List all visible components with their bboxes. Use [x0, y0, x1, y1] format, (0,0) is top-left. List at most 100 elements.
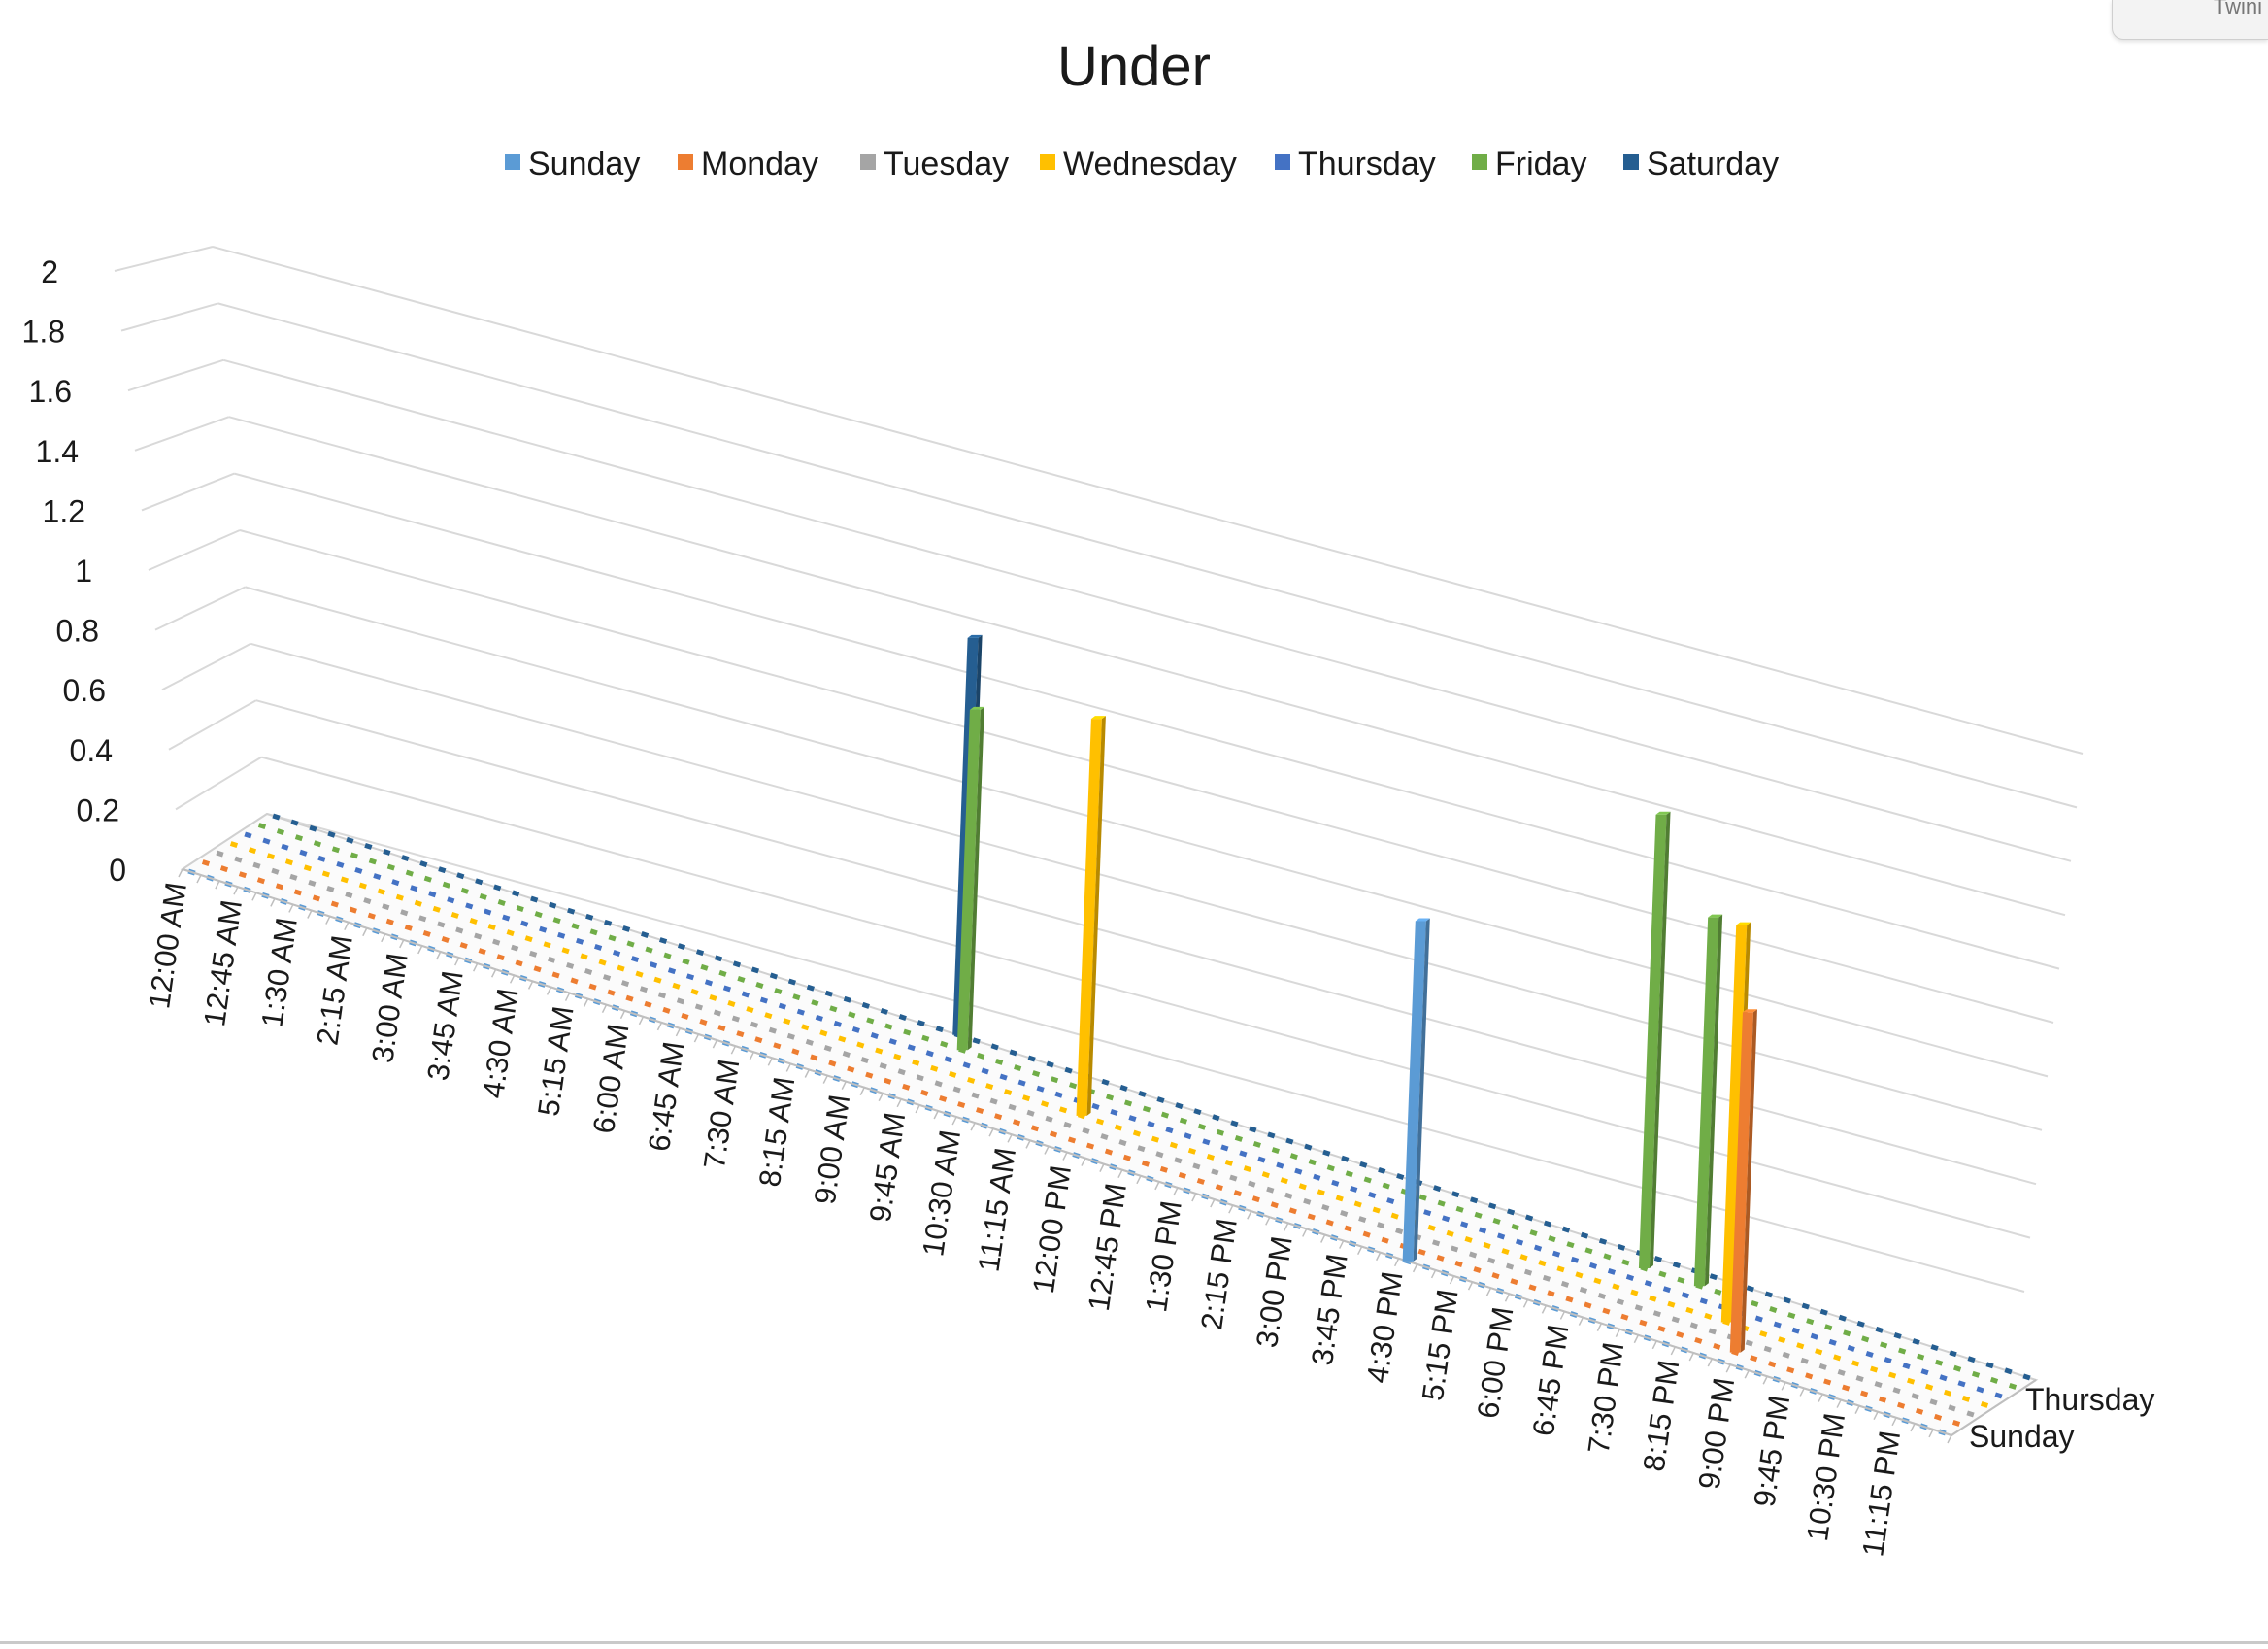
floor-dot — [201, 859, 211, 866]
floor-dot — [1261, 1171, 1270, 1179]
x-tick-label: 1:30 PM — [1139, 1198, 1188, 1314]
floor-dot — [1114, 1124, 1123, 1131]
floor-dot — [1030, 1125, 1040, 1132]
x-tick-label: 8:15 PM — [1637, 1358, 1686, 1473]
floor-dot — [1915, 1407, 1924, 1415]
floor-dot — [769, 972, 779, 980]
floor-dot — [949, 1070, 957, 1078]
floor-dot — [303, 864, 313, 872]
floor-dot — [1580, 1231, 1589, 1239]
side-gridline — [175, 756, 262, 811]
floor-dot — [828, 1060, 837, 1067]
floor-dot — [1437, 1199, 1446, 1207]
x-tick — [490, 968, 497, 978]
floor-dot — [1026, 1109, 1035, 1117]
floor-dot — [1326, 1164, 1335, 1172]
floor-dot — [1961, 1395, 1971, 1402]
floor-dot — [1350, 1185, 1358, 1193]
floor-dot — [321, 870, 330, 878]
floor-dot — [898, 1014, 907, 1021]
floor-dot — [524, 935, 533, 943]
floor-dot — [1266, 1186, 1275, 1194]
floor-dot — [897, 1068, 906, 1076]
floor-dot — [312, 894, 320, 902]
x-tick-label: 12:45 PM — [1082, 1181, 1133, 1313]
x-tick-label: 7:30 AM — [697, 1057, 746, 1171]
floor-dot — [1450, 1245, 1459, 1253]
floor-dot — [1491, 1272, 1500, 1280]
floor-dot — [699, 1019, 708, 1026]
x-tick — [1247, 1210, 1252, 1220]
floor-dot — [875, 1047, 884, 1055]
legend-item-wednesday: Wednesday — [1040, 146, 1237, 183]
floor-dot — [1151, 1135, 1160, 1143]
bar-top — [969, 706, 984, 710]
floor-dot — [349, 906, 357, 914]
floor-dot — [620, 980, 630, 988]
floor-dot — [1381, 1236, 1389, 1244]
floor-dot — [1423, 1209, 1432, 1217]
floor-dot — [1917, 1353, 1925, 1361]
floor-dot — [405, 869, 414, 877]
x-tick — [1191, 1193, 1197, 1202]
bar-top — [1736, 922, 1751, 925]
y-tick-label: 1.4 — [36, 434, 79, 469]
floor-dot — [580, 953, 588, 960]
floor-dot — [330, 900, 339, 908]
floor-dot — [1657, 1325, 1666, 1332]
floor-dot — [1442, 1215, 1451, 1223]
floor-dot — [419, 860, 428, 868]
floor-dot — [1603, 1253, 1612, 1261]
y-axis: 0 0.2 0.4 0.6 0.8 1 1.2 1.4 1.6 1.8 2 — [22, 254, 126, 888]
floor-dot — [479, 892, 487, 900]
floor-dot — [1100, 1133, 1109, 1140]
floor-dot — [1620, 1313, 1629, 1321]
floor-dot — [1880, 1341, 1888, 1349]
x-tick — [1154, 1181, 1160, 1191]
x-tick — [399, 939, 405, 949]
floor-dot — [1870, 1365, 1879, 1373]
back-gridline — [217, 302, 2078, 809]
floor-dot — [1824, 1324, 1833, 1331]
floor-dot — [663, 952, 672, 959]
x-tick — [1947, 1434, 1952, 1444]
floor-dot — [920, 1089, 929, 1096]
floor-dot — [1652, 1310, 1661, 1318]
bar-top — [967, 634, 983, 638]
x-tick — [730, 1045, 737, 1055]
floor-dot — [1229, 1174, 1238, 1182]
floor-dot — [1488, 1202, 1497, 1210]
legend-item-friday: Friday — [1472, 146, 1586, 183]
floor-dot — [848, 1011, 856, 1019]
depth-tick-label: Sunday — [1969, 1419, 2075, 1454]
x-tick — [564, 993, 571, 1001]
y-tick-label: 0.8 — [56, 614, 99, 649]
floor-dot — [1584, 1247, 1593, 1255]
floor-dot — [474, 932, 483, 940]
floor-dot — [549, 901, 557, 909]
floor-dot — [1783, 1296, 1791, 1304]
floor-dot — [395, 893, 404, 901]
floor-dot — [1768, 1361, 1777, 1368]
x-tick — [1173, 1187, 1179, 1196]
floor-dot — [336, 860, 345, 868]
floor-dot — [515, 959, 523, 967]
floor-dot — [576, 937, 584, 945]
floor-dot — [1418, 1194, 1427, 1201]
floor-dot — [1778, 1336, 1786, 1344]
window-corner-tab[interactable]: Twini — [2112, 0, 2268, 40]
floor-dot — [345, 892, 353, 899]
floor-dot — [2004, 1367, 2013, 1375]
floor-dot — [1782, 1351, 1790, 1359]
legend-label: Monday — [701, 146, 818, 183]
back-gridline — [228, 416, 2066, 917]
floor-dot — [1046, 1060, 1054, 1068]
legend-item-tuesday: Tuesday — [860, 146, 1009, 183]
floor-dot — [879, 1062, 887, 1070]
floor-dot — [1843, 1329, 1851, 1337]
floor-dot — [1137, 1145, 1146, 1153]
floor-dot — [1215, 1184, 1223, 1192]
floor-dot — [1672, 1262, 1682, 1269]
floor-dot — [1575, 1271, 1584, 1279]
